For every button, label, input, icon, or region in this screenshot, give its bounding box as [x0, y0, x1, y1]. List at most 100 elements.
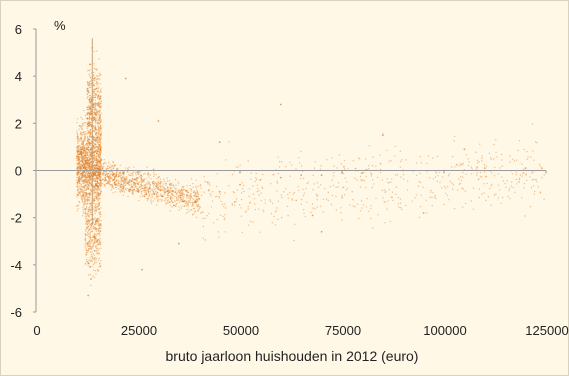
scatter-point [521, 163, 523, 165]
scatter-point [486, 182, 488, 185]
scatter-point [396, 174, 399, 176]
scatter-point [193, 190, 195, 192]
scatter-point [451, 166, 453, 168]
scatter-point [117, 180, 120, 183]
scatter-point [77, 145, 79, 147]
scatter-point [88, 164, 90, 166]
scatter-point [77, 181, 79, 183]
scatter-point [131, 180, 133, 182]
scatter-point [177, 242, 180, 245]
scatter-point [483, 192, 485, 194]
scatter-point [96, 152, 98, 155]
scatter-point [233, 192, 235, 194]
scatter-point [330, 203, 333, 206]
scatter-point [79, 179, 81, 181]
scatter-point [86, 193, 88, 195]
scatter-point [89, 196, 91, 199]
scatter-point [86, 162, 89, 165]
scatter-point [95, 144, 97, 146]
scatter-point [94, 151, 96, 153]
y-tick-label: 6 [15, 22, 22, 37]
scatter-point [100, 147, 102, 149]
scatter-point [491, 172, 493, 174]
scatter-point [144, 184, 147, 186]
scatter-point [117, 174, 120, 176]
scatter-point [186, 212, 188, 214]
scatter-point [380, 163, 382, 165]
scatter-point [99, 174, 101, 176]
scatter-point [100, 247, 102, 249]
scatter-point [100, 119, 102, 121]
scatter-point [89, 241, 92, 243]
scatter-point [112, 187, 115, 189]
scatter-point [77, 189, 79, 191]
scatter-point [98, 165, 100, 168]
scatter-point [96, 159, 98, 161]
scatter-point [92, 166, 95, 169]
scatter-point [182, 198, 184, 200]
scatter-point [96, 176, 98, 179]
scatter-point [88, 166, 90, 168]
scatter-point [82, 208, 84, 211]
scatter-point [91, 255, 94, 258]
scatter-point [89, 165, 91, 167]
scatter-point [312, 189, 314, 191]
scatter-point [143, 173, 145, 175]
scatter-point [183, 185, 185, 188]
scatter-point [90, 181, 93, 183]
scatter-point [331, 157, 333, 159]
scatter-point [83, 180, 86, 182]
scatter-point [98, 156, 101, 158]
scatter-point [313, 183, 315, 185]
scatter-point [83, 145, 85, 147]
scatter-point [90, 136, 92, 138]
scatter-point [97, 174, 99, 176]
scatter-point [82, 180, 85, 182]
scatter-point [77, 138, 79, 140]
scatter-point [99, 161, 101, 163]
scatter-point [218, 195, 220, 198]
scatter-point [104, 185, 107, 187]
scatter-point [99, 265, 102, 268]
scatter-point [88, 150, 91, 153]
scatter-point [79, 137, 82, 140]
scatter-point [87, 185, 89, 188]
scatter-point [84, 175, 86, 177]
scatter-point [171, 189, 173, 192]
scatter-point [127, 167, 129, 169]
scatter-point [162, 186, 165, 188]
scatter-point [168, 191, 170, 194]
scatter-point [87, 172, 89, 174]
scatter-point [99, 127, 101, 129]
scatter-point [343, 159, 346, 162]
scatter-point [444, 187, 447, 189]
scatter-point [77, 142, 79, 144]
scatter-point [279, 103, 282, 106]
scatter-point [96, 184, 98, 187]
scatter-point [167, 199, 169, 201]
scatter-point [96, 135, 98, 137]
scatter-point [100, 243, 102, 245]
scatter-point [270, 183, 272, 185]
scatter-point [97, 149, 99, 151]
scatter-point [95, 82, 98, 85]
scatter-point [493, 194, 496, 196]
scatter-point [98, 193, 101, 195]
scatter-point [81, 143, 83, 146]
scatter-point [185, 204, 187, 207]
scatter-point [148, 195, 151, 197]
scatter-point [83, 176, 86, 178]
scatter-point [411, 200, 413, 202]
scatter-point [87, 188, 90, 190]
scatter-point [95, 184, 98, 186]
scatter-point [89, 80, 92, 83]
scatter-point [133, 166, 135, 168]
scatter-point [96, 174, 98, 177]
scatter-point [198, 197, 201, 200]
scatter-point [86, 162, 88, 165]
scatter-point [122, 194, 124, 196]
scatter-point [86, 153, 89, 155]
scatter-point [88, 138, 90, 141]
scatter-point [95, 184, 98, 187]
scatter-point [88, 97, 91, 99]
